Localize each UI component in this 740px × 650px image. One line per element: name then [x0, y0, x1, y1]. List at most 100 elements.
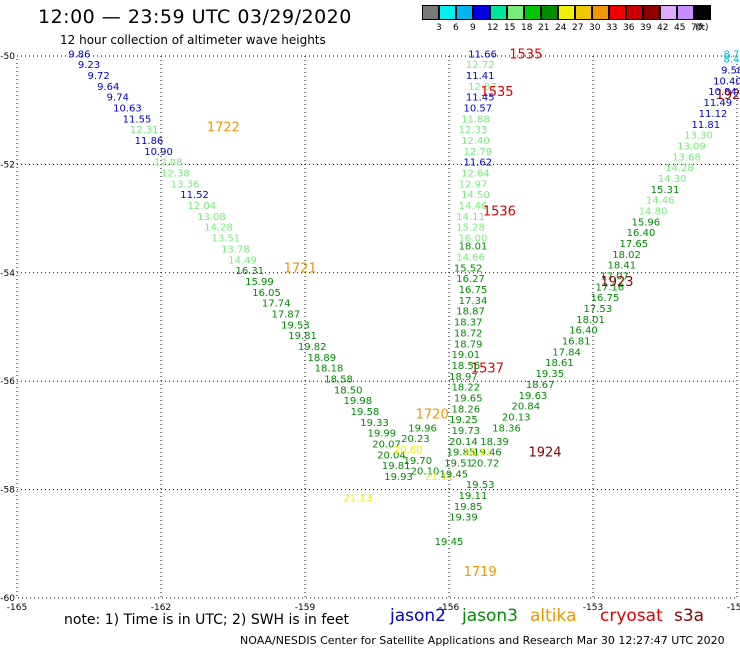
wave-height-value: 20.23	[401, 434, 430, 445]
wave-height-value: 14.49	[228, 255, 257, 266]
wave-height-value: 18.97	[449, 372, 478, 383]
wave-height-value: 14.46	[459, 201, 488, 212]
scale-swatch	[524, 5, 541, 20]
wave-height-value: 18.18	[315, 364, 344, 375]
wave-height-value: 14.28	[665, 163, 694, 174]
scale-swatch	[558, 5, 575, 20]
wave-height-value: 12.31	[130, 125, 159, 136]
note-text: note: 1) Time is in UTC; 2) SWH is in fe…	[64, 612, 350, 628]
scale-label: 3	[436, 23, 442, 33]
satellite-legend-s3a: s3a	[674, 606, 705, 626]
wave-height-value: 19.53	[466, 480, 495, 491]
wave-height-value: 14.28	[204, 223, 233, 234]
wave-height-value: 12.64	[461, 169, 490, 180]
satellite-legend-jason3: jason3	[462, 606, 518, 626]
map-border	[16, 55, 738, 599]
scale-label: 21	[538, 23, 550, 33]
wave-height-value: 17.53	[583, 304, 612, 315]
wave-height-value: 11.45	[466, 93, 495, 104]
wave-height-value: 15.28	[456, 223, 485, 234]
scale-label: 6	[453, 23, 459, 33]
wave-height-value: 13.36	[171, 179, 200, 190]
wave-height-value: 10.84	[708, 87, 737, 98]
wave-height-value: 18.41	[607, 261, 636, 272]
wave-height-value: 19.70	[403, 456, 432, 467]
wave-height-value: 19.01	[451, 350, 480, 361]
scale-label: 30	[589, 23, 601, 33]
scale-swatch	[643, 5, 660, 20]
wave-height-value: 13.68	[672, 152, 701, 163]
wave-height-value: 10.57	[463, 103, 492, 114]
wave-height-value: 18.37	[454, 318, 483, 329]
wave-height-value: 12.72	[466, 60, 495, 71]
scale-label: 18	[521, 23, 533, 33]
wave-height-value: 16.40	[627, 228, 656, 239]
wave-height-value: 20.13	[502, 412, 531, 423]
scale-swatch	[507, 5, 524, 20]
scale-swatch	[456, 5, 473, 20]
lon-tick-label: -153	[583, 603, 603, 613]
wave-height-value: 8.71	[723, 49, 740, 60]
credit-line: NOAA/NESDIS Center for Satellite Applica…	[240, 634, 725, 647]
pass-time-label: 1924	[528, 446, 561, 461]
pass-time-label: 1923	[600, 275, 633, 290]
wave-height-value: 12.97	[459, 179, 488, 190]
lat-tick-label: -54	[0, 269, 15, 279]
wave-height-value: 11.66	[468, 49, 497, 60]
scale-label: 15	[504, 23, 516, 33]
wave-height-value: 18.01	[459, 242, 488, 253]
wave-height-value: 17.16	[595, 282, 624, 293]
wave-height-value: 19.85	[454, 502, 483, 513]
wave-height-value: 16.05	[252, 288, 281, 299]
wave-height-value: 18.67	[526, 380, 555, 391]
wave-height-value: 14.46	[646, 196, 675, 207]
wave-height-value: 11.49	[703, 98, 732, 109]
lat-tick-label: -50	[0, 52, 15, 62]
wave-height-value: 19.81	[382, 461, 411, 472]
wave-height-value: 16.00	[459, 234, 488, 245]
wave-height-value: 19.25	[449, 415, 478, 426]
scale-swatch	[575, 5, 592, 20]
wave-height-value: 12.08	[154, 158, 183, 169]
wave-height-value: 12.38	[161, 169, 190, 180]
wave-height-value: 11.62	[463, 158, 492, 169]
wave-height-value: 16.27	[456, 274, 485, 285]
wave-height-value: 19.99	[367, 429, 396, 440]
wave-height-value: 9.86	[68, 49, 90, 60]
scale-swatch	[660, 5, 677, 20]
wave-height-value: 12.04	[187, 201, 216, 212]
satellite-legend-jason2: jason2	[390, 606, 446, 626]
wave-height-value: 18.58	[324, 374, 353, 385]
lat-tick-label: -56	[0, 377, 15, 387]
wave-height-value: 14.11	[456, 212, 485, 223]
wave-height-value: 16.75	[459, 285, 488, 296]
wave-height-value: 18.56	[451, 361, 480, 372]
wave-height-value: 19.85	[447, 448, 476, 459]
lon-tick-label: -162	[151, 603, 171, 613]
scale-swatch	[422, 5, 439, 20]
wave-height-value: 15.99	[245, 277, 274, 288]
wave-height-value: 14.80	[639, 206, 668, 217]
pass-time-label: 1720	[416, 408, 449, 423]
wave-height-value: 19.81	[288, 331, 317, 342]
wave-height-value: 17.34	[459, 296, 488, 307]
wave-height-value: 18.39	[480, 437, 509, 448]
wave-height-value: 16.40	[569, 326, 598, 337]
wave-height-value: 12.33	[459, 125, 488, 136]
scale-swatch	[592, 5, 609, 20]
wave-height-value: 15.31	[651, 185, 680, 196]
wave-height-value: 18.89	[307, 353, 336, 364]
wave-height-value: 12.87	[468, 82, 497, 93]
wave-height-value: 11.88	[461, 114, 490, 125]
wave-height-value: 21.13	[343, 494, 372, 505]
scale-label: 27	[572, 23, 584, 33]
wave-height-value: 20.07	[372, 440, 401, 451]
wave-height-value: 19.46	[473, 448, 502, 459]
lat-tick-label: -52	[0, 160, 15, 170]
pass-time-label: 1536	[483, 204, 516, 219]
scale-swatch	[677, 5, 694, 20]
wave-height-value: 17.07	[600, 272, 629, 283]
pass-time-label: 1721	[284, 261, 317, 276]
wave-height-value: 14.66	[456, 253, 485, 264]
